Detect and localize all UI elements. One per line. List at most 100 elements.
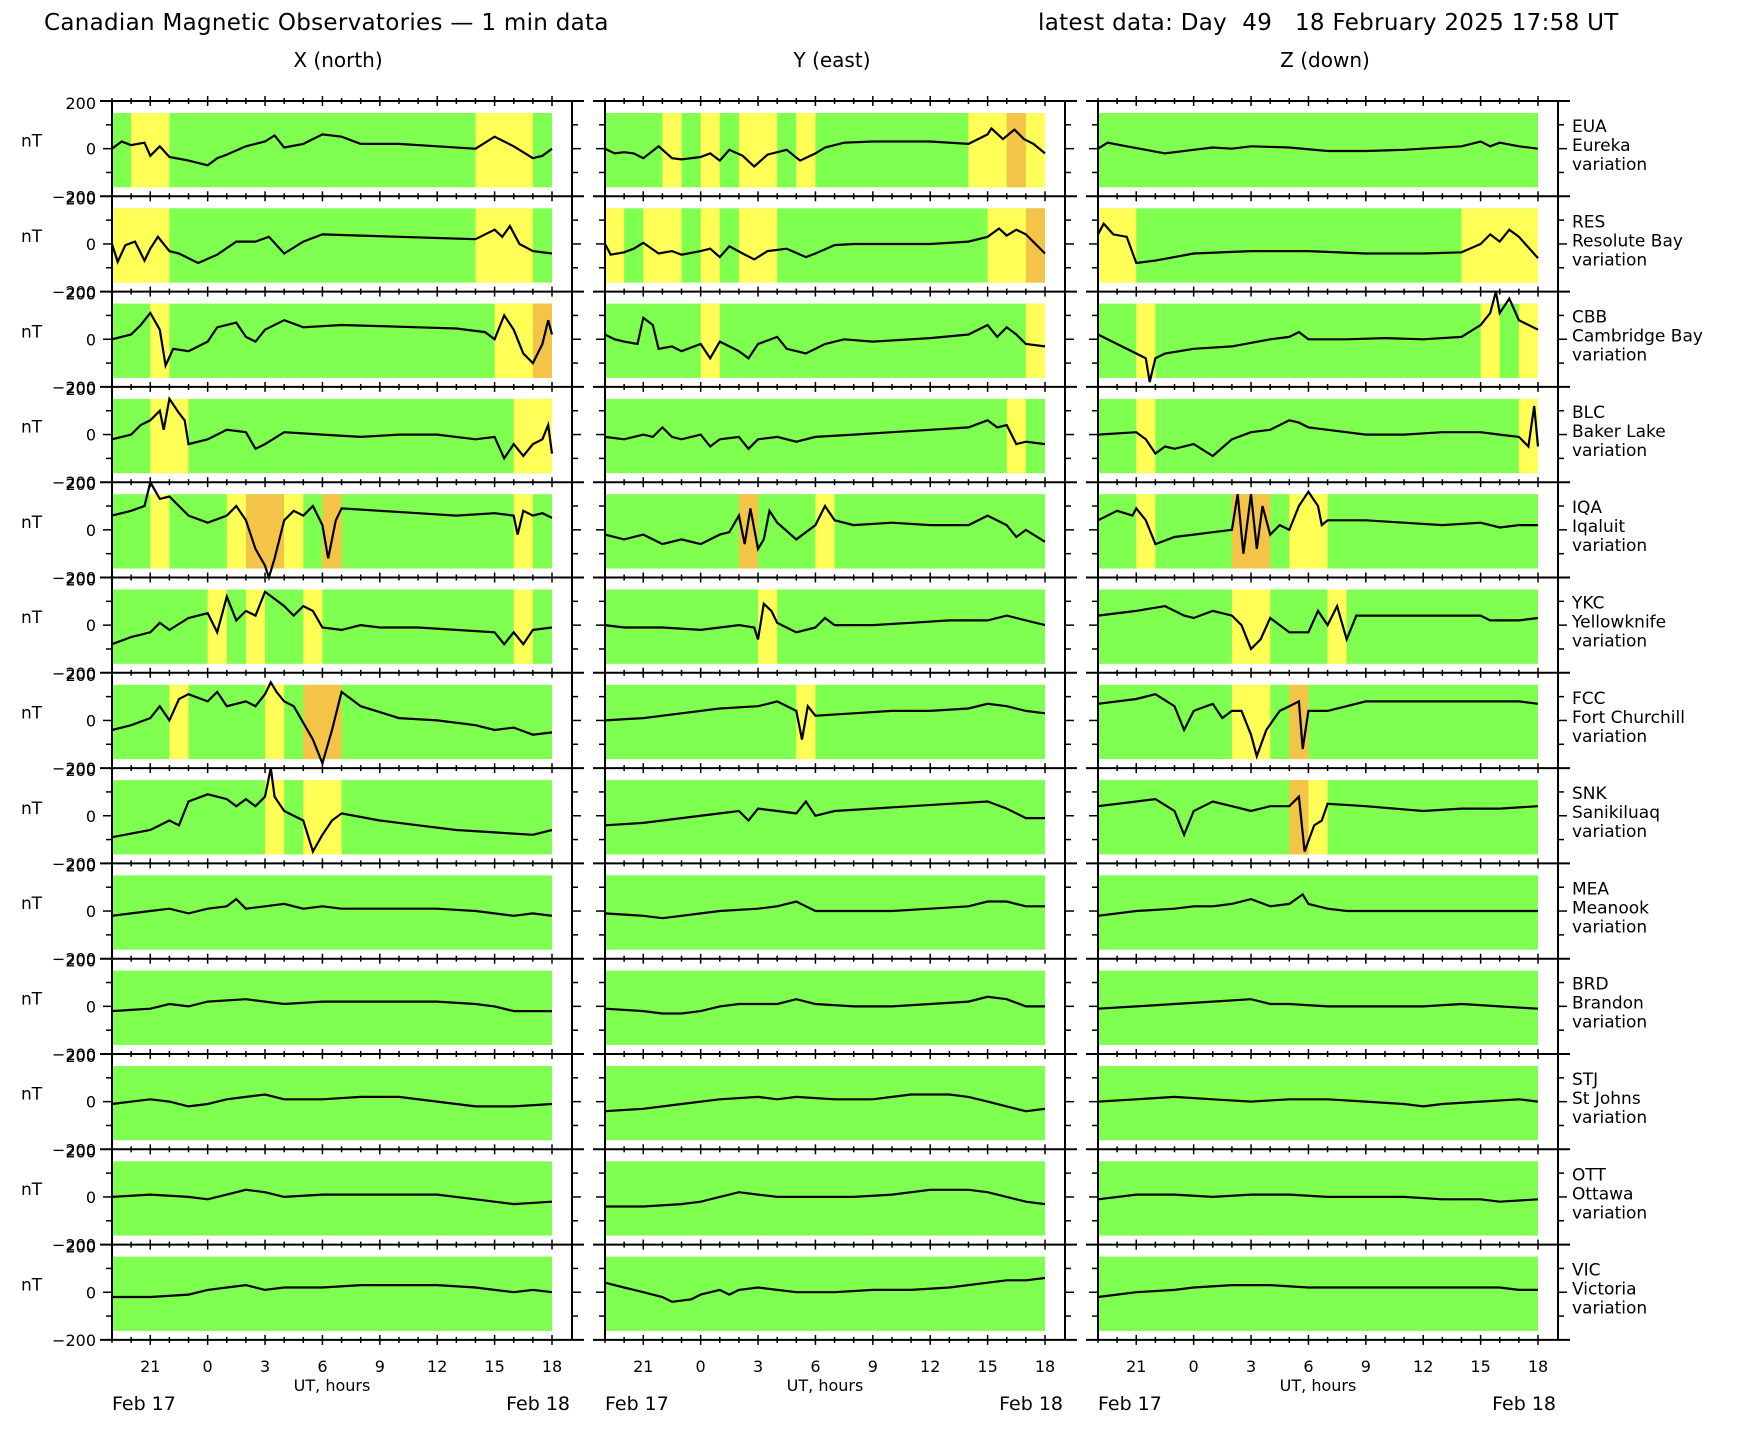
activity-band-active (1289, 494, 1328, 569)
station-name: Resolute Bay (1572, 231, 1683, 251)
trace-vic-z (1097, 1283, 1538, 1299)
activity-band-quiet-stj-1 (605, 1066, 1045, 1141)
y-tick-label: 200 (65, 380, 96, 399)
x-tick-label: 9 (868, 1357, 878, 1376)
y-tick-label: −200 (52, 664, 96, 683)
x-tick-label: 21 (1126, 1357, 1146, 1376)
station-suffix: variation (1572, 441, 1647, 461)
y-tick-label: 0 (86, 711, 96, 730)
x-tick-label: 12 (1413, 1357, 1433, 1376)
activity-band-active (1231, 589, 1271, 664)
station-suffix: variation (1572, 822, 1647, 842)
x-tick-label: 21 (140, 1357, 160, 1376)
y-tick-label: 200 (65, 285, 96, 304)
trace-snk-x (111, 767, 553, 855)
station-name: Fort Churchill (1572, 708, 1685, 728)
activity-band-active (738, 208, 778, 283)
station-name: Eureka (1572, 136, 1631, 156)
column-title-y: Y (east) (793, 48, 871, 72)
station-code: FCC (1572, 689, 1606, 709)
activity-band-active (150, 398, 189, 474)
x-tick-label: 6 (317, 1357, 327, 1376)
y-axis-unit-label: nT (21, 799, 43, 819)
y-tick-label: −200 (52, 759, 96, 778)
activity-band-active (112, 208, 170, 283)
trace-brd-y (604, 995, 1045, 1015)
activity-band-active (1480, 303, 1500, 378)
activity-band-quiet-vic-2 (1098, 1256, 1538, 1331)
activity-band-quiet-brd-1 (605, 970, 1045, 1045)
y-tick-label: 0 (86, 330, 96, 349)
station-suffix: variation (1572, 1299, 1647, 1319)
y-tick-label: 0 (86, 140, 96, 159)
station-code: CBB (1572, 308, 1607, 328)
station-name: Victoria (1572, 1280, 1637, 1300)
y-axis-unit-label: nT (21, 989, 43, 1009)
station-code: IQA (1572, 498, 1602, 518)
trace-snk-y (604, 799, 1045, 827)
y-axis-unit-label: nT (21, 322, 43, 342)
station-suffix: variation (1572, 155, 1647, 175)
trace-brd-z (1097, 998, 1539, 1010)
activity-band-quiet-ykc-1 (605, 589, 1045, 664)
station-code: EUA (1572, 117, 1607, 137)
y-tick-label: 200 (65, 1142, 96, 1161)
station-code: MEA (1572, 879, 1609, 899)
y-axis-unit-label: nT (21, 132, 43, 152)
activity-band-active (265, 684, 285, 760)
trace-vic-y (604, 1276, 1046, 1303)
activity-band-storm (245, 494, 285, 569)
trace-iqa-y (604, 503, 1046, 552)
trace-eua-x (111, 133, 553, 167)
x-tick-label: 21 (633, 1357, 653, 1376)
trace-ott-x (111, 1188, 553, 1206)
x-tick-label: 3 (753, 1357, 763, 1376)
trace-cbb-z (1097, 291, 1539, 383)
station-name: Yellowknife (1571, 613, 1666, 633)
trace-blc-y (604, 419, 1046, 451)
y-axis-unit-label: nT (21, 608, 43, 628)
x-tick-label: 3 (1246, 1357, 1256, 1376)
x-tick-label: 0 (203, 1357, 213, 1376)
activity-band-quiet-cbb-2 (1098, 303, 1538, 378)
activity-band-active (150, 494, 170, 569)
station-code: OTT (1572, 1165, 1606, 1185)
activity-band-quiet-mea-1 (605, 875, 1045, 950)
y-tick-label: −200 (52, 1045, 96, 1064)
activity-band-active (1025, 113, 1045, 188)
activity-band-active (643, 208, 682, 283)
y-tick-label: 200 (65, 761, 96, 780)
activity-band-active (700, 208, 720, 283)
x-tick-label: 6 (810, 1357, 820, 1376)
station-name: Iqaluit (1572, 517, 1625, 537)
activity-band-active (513, 398, 552, 474)
activity-band-active (1025, 303, 1045, 378)
y-tick-label: −200 (52, 187, 96, 206)
station-name: St Johns (1572, 1089, 1641, 1109)
station-code: YKC (1571, 594, 1604, 614)
station-name: Meanook (1572, 898, 1649, 918)
trace-fcc-y (604, 700, 1046, 740)
column-title-z: Z (down) (1280, 48, 1370, 72)
y-tick-label: 0 (86, 997, 96, 1016)
station-code: BLC (1572, 403, 1605, 423)
trace-mea-z (1097, 892, 1538, 917)
y-tick-label: 0 (86, 902, 96, 921)
station-name: Baker Lake (1572, 422, 1666, 442)
y-axis-unit-label: nT (21, 894, 43, 914)
date-label-end: Feb 18 (1492, 1393, 1556, 1415)
activity-band-active (475, 113, 533, 188)
station-code: STJ (1572, 1070, 1598, 1090)
activity-band-active (968, 113, 1007, 188)
activity-band-active (1231, 684, 1271, 760)
activity-band-quiet-vic-1 (605, 1256, 1045, 1331)
activity-band-active (513, 589, 533, 664)
x-tick-label: 0 (1189, 1357, 1199, 1376)
y-axis-unit-label: nT (21, 1085, 43, 1105)
x-tick-label: 15 (484, 1357, 504, 1376)
x-tick-label: 18 (542, 1357, 562, 1376)
y-tick-label: 200 (65, 1238, 96, 1257)
activity-band-active (284, 494, 304, 569)
trace-ykc-x (111, 590, 553, 647)
station-code: SNK (1572, 784, 1608, 804)
